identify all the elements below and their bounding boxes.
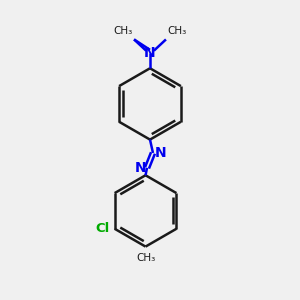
Text: N: N	[135, 161, 146, 175]
Text: CH₃: CH₃	[113, 26, 133, 36]
Text: Cl: Cl	[95, 222, 109, 235]
Text: N: N	[144, 46, 156, 60]
Text: N: N	[154, 146, 166, 160]
Text: CH₃: CH₃	[136, 253, 155, 263]
Text: CH₃: CH₃	[167, 26, 187, 36]
